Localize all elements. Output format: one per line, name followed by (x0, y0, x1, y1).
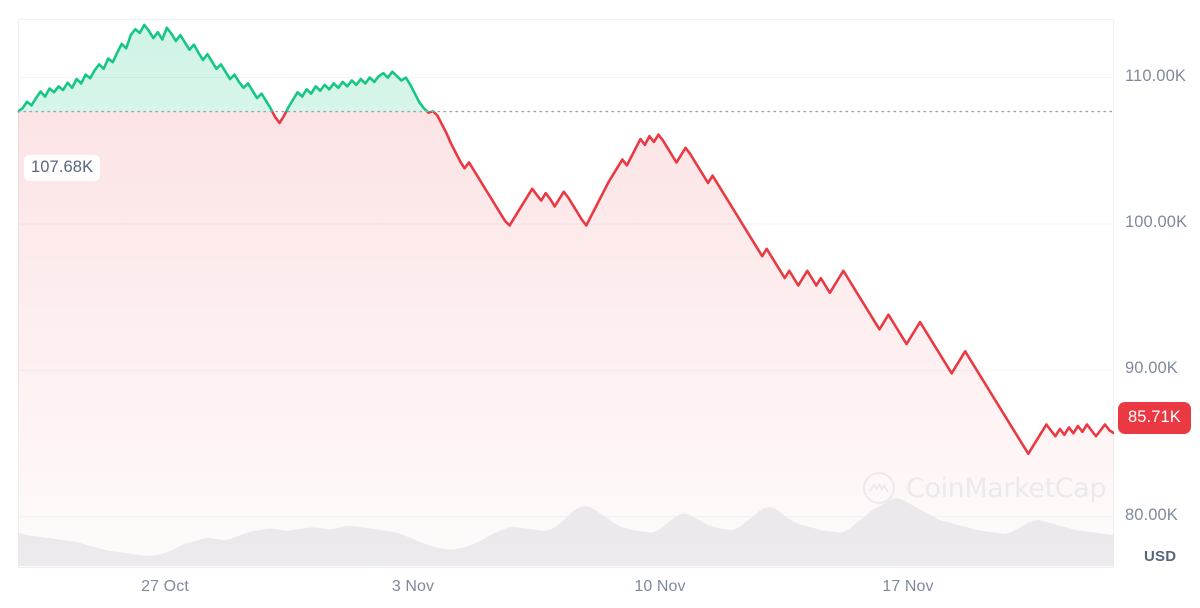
current-price-badge: 85.71K (1118, 402, 1191, 434)
x-axis-tick-1: 3 Nov (391, 578, 435, 595)
price-line-down (18, 111, 1114, 456)
y-axis-tick-0: 110.00K (1125, 66, 1186, 85)
open-price-label: 107.68K (24, 155, 101, 181)
x-axis-tick-2: 10 Nov (634, 578, 686, 595)
y-axis-tick-1: 100.00K (1125, 212, 1188, 231)
y-axis: 110.00K 100.00K 90.00K 80.00K (1125, 0, 1200, 608)
price-line-up (18, 23, 436, 112)
price-area-down (18, 111, 1114, 568)
x-axis-tick-3: 17 Nov (882, 578, 934, 595)
price-area-up (18, 24, 1114, 112)
y-axis-tick-2: 90.00K (1125, 359, 1178, 378)
y-axis-tick-3: 80.00K (1125, 505, 1178, 524)
x-axis: 27 Oct 3 Nov 10 Nov 17 Nov (0, 578, 1200, 608)
x-axis-tick-0: 27 Oct (141, 578, 189, 595)
currency-label: USD (1144, 548, 1177, 565)
